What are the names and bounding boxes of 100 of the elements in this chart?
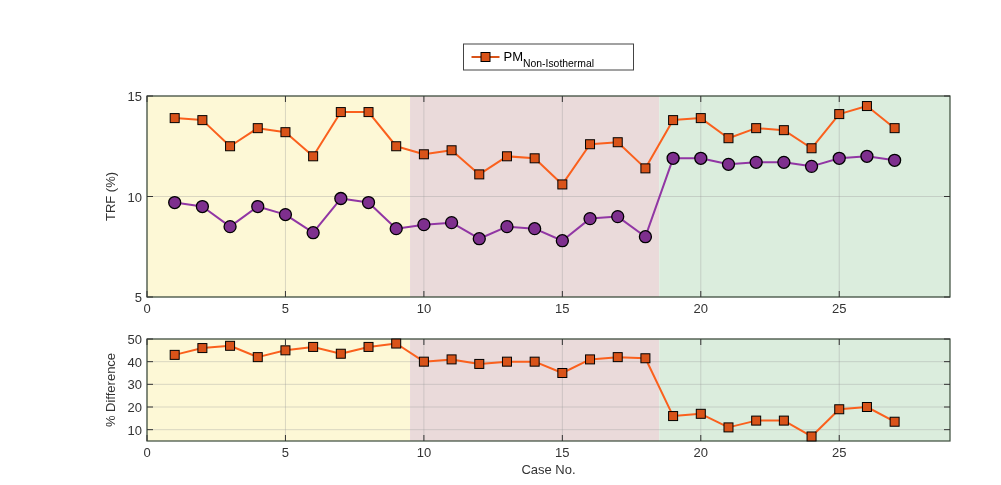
point — [668, 411, 679, 422]
point — [834, 109, 845, 120]
point — [751, 123, 762, 134]
point — [197, 343, 208, 354]
point — [723, 422, 734, 433]
point — [640, 353, 651, 364]
point — [252, 352, 263, 363]
legend-label: PM$_{Non-Isothermal}$ — [503, 49, 595, 69]
point — [806, 143, 817, 154]
point — [555, 234, 569, 248]
point — [169, 113, 180, 124]
point — [472, 232, 486, 246]
x-tick-label: 10 — [416, 445, 432, 460]
y-axis-title: TRF (%) — [103, 171, 118, 222]
point — [721, 157, 736, 171]
point — [861, 101, 872, 112]
point — [528, 222, 542, 236]
x-tick-label: 25 — [832, 445, 847, 460]
point — [583, 211, 597, 226]
point — [778, 125, 789, 136]
point — [197, 115, 208, 126]
point — [860, 149, 874, 163]
x-axis-title: Case No. — [521, 462, 576, 477]
point — [804, 159, 819, 173]
point — [806, 431, 817, 442]
point — [749, 155, 763, 169]
y-tick-label: 30 — [127, 377, 142, 393]
y-tick-label: 20 — [127, 400, 142, 415]
point — [638, 230, 653, 244]
point — [446, 354, 457, 365]
x-tick-label: 5 — [281, 445, 290, 460]
point — [335, 348, 346, 359]
point — [529, 356, 540, 367]
point — [695, 113, 706, 124]
y-axis-title: % Difference — [103, 352, 118, 428]
point — [694, 151, 708, 165]
point — [751, 415, 762, 426]
x-tick-label: 20 — [693, 445, 709, 460]
point — [500, 220, 514, 234]
point — [474, 169, 485, 180]
point — [529, 153, 540, 164]
point — [695, 408, 706, 419]
point — [252, 123, 263, 134]
point — [612, 137, 623, 148]
point — [168, 195, 182, 210]
point — [334, 191, 348, 206]
point — [889, 416, 900, 427]
y-tick-label: 15 — [127, 89, 142, 104]
x-tick-label: 0 — [143, 445, 151, 460]
point — [446, 145, 457, 156]
point — [666, 151, 680, 165]
point — [225, 141, 236, 152]
point — [363, 107, 374, 118]
point — [887, 153, 902, 167]
point — [861, 402, 872, 412]
y-tick-label: 10 — [127, 422, 142, 438]
point — [889, 123, 900, 134]
point — [195, 199, 210, 214]
x-tick-label: 5 — [281, 301, 290, 316]
point — [251, 199, 265, 214]
point — [474, 358, 485, 369]
point — [777, 155, 791, 169]
point — [306, 226, 320, 240]
y-tick-label: 5 — [134, 290, 142, 305]
x-tick-label: 25 — [832, 301, 847, 316]
point — [391, 338, 402, 349]
point — [834, 404, 845, 415]
point — [418, 149, 429, 160]
point — [668, 115, 679, 126]
point — [612, 352, 623, 363]
point — [585, 354, 596, 365]
point — [611, 209, 625, 224]
point — [225, 340, 236, 351]
point — [169, 349, 180, 360]
point — [723, 133, 734, 144]
point — [389, 222, 403, 236]
y-tick-label: 40 — [127, 354, 142, 370]
point — [585, 139, 596, 150]
point — [361, 195, 376, 210]
x-tick-label: 0 — [143, 301, 151, 316]
x-tick-label: 15 — [555, 445, 570, 460]
point — [418, 356, 429, 367]
point — [280, 345, 291, 356]
point — [223, 220, 237, 234]
point — [501, 356, 512, 367]
point — [308, 341, 319, 352]
x-tick-label: 20 — [693, 301, 709, 316]
point — [335, 107, 346, 118]
point — [501, 151, 512, 162]
point — [557, 368, 568, 378]
point — [778, 415, 789, 426]
x-tick-label: 10 — [416, 301, 432, 316]
x-tick-label: 15 — [555, 301, 570, 316]
y-tick-label: 10 — [127, 189, 142, 205]
point — [391, 141, 402, 152]
point — [308, 151, 319, 162]
point — [444, 215, 459, 230]
point — [363, 341, 374, 352]
point — [278, 207, 293, 222]
point — [417, 217, 431, 232]
